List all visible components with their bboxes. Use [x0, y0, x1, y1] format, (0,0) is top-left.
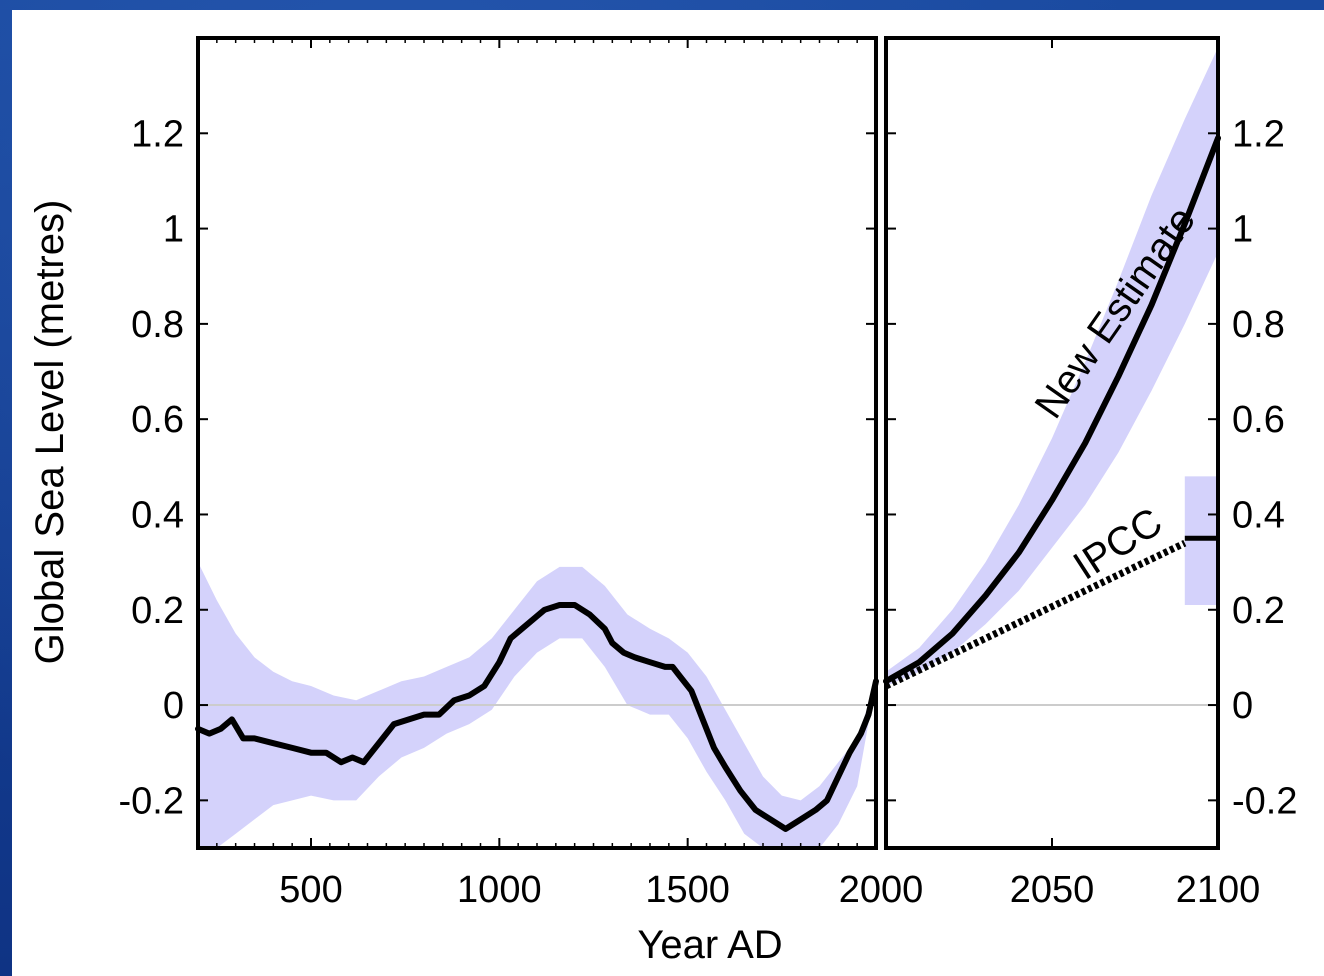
- right-band-area: [886, 47, 1218, 686]
- y-axis-title: Global Sea Level (metres): [28, 200, 72, 665]
- left-y-tick-label: 0.2: [131, 590, 184, 632]
- ipcc-label: IPCC: [1066, 500, 1170, 589]
- right-panel-border: [884, 36, 1220, 850]
- new-estimate-line: [883, 135, 1221, 685]
- left-x-tick-label: 1500: [645, 869, 730, 911]
- left-band-area: [198, 562, 876, 848]
- x-axis-title: Year AD: [637, 923, 782, 967]
- left-panel-border: [196, 36, 878, 850]
- left-x-tick-label: 500: [279, 869, 342, 911]
- right-x-tick-labels: 2050 2100: [1010, 869, 1261, 911]
- left-y-tick-label: -0.2: [119, 780, 184, 822]
- right-x-tick-label: 2100: [1176, 869, 1261, 911]
- left-y-tick-label: 0: [163, 685, 184, 727]
- right-y-tick-label: -0.2: [1232, 780, 1297, 822]
- ipcc-range-group: [1184, 476, 1218, 605]
- left-uncertainty-band: [198, 562, 876, 848]
- left-x-tick-label: 1000: [457, 869, 542, 911]
- left-series-group: [195, 602, 879, 832]
- right-y-tick-label: 1.2: [1232, 113, 1285, 155]
- left-y-tick-label: 1.2: [131, 113, 184, 155]
- left-panel: -0.2 0 0.2 0.4 0.6 0.8 1 1.2 500 1000 1500 2000: [119, 36, 923, 911]
- right-y-tick-label: 0.4: [1232, 494, 1285, 536]
- left-x-tick-label: 2000: [839, 869, 924, 911]
- left-y-tick-label: 0.4: [131, 494, 184, 536]
- right-y-tick-label: 0.2: [1232, 590, 1285, 632]
- right-x-tick-label: 2050: [1010, 869, 1095, 911]
- left-y-tick-labels: -0.2 0 0.2 0.4 0.6 0.8 1 1.2: [119, 113, 184, 822]
- left-y-tick-label: 1: [163, 209, 184, 251]
- left-x-tick-labels: 500 1000 1500 2000: [279, 869, 923, 911]
- right-y-tick-label: 0.6: [1232, 399, 1285, 441]
- right-uncertainty-band: [886, 47, 1218, 686]
- left-y-tick-label: 0.6: [131, 399, 184, 441]
- right-y-tick-labels: -0.2 0 0.2 0.4 0.6 0.8 1 1.2: [1232, 113, 1297, 822]
- right-y-tick-label: 1: [1232, 209, 1253, 251]
- left-series-line-0: [195, 602, 879, 832]
- right-y-tick-label: 0: [1232, 685, 1253, 727]
- right-panel: -0.2 0 0.2 0.4 0.6 0.8 1 1.2 2050 2100: [883, 36, 1297, 911]
- ipcc-line: [884, 539, 1187, 690]
- left-y-tick-label: 0.8: [131, 304, 184, 346]
- right-series-group: [883, 135, 1221, 690]
- right-y-tick-label: 0.8: [1232, 304, 1285, 346]
